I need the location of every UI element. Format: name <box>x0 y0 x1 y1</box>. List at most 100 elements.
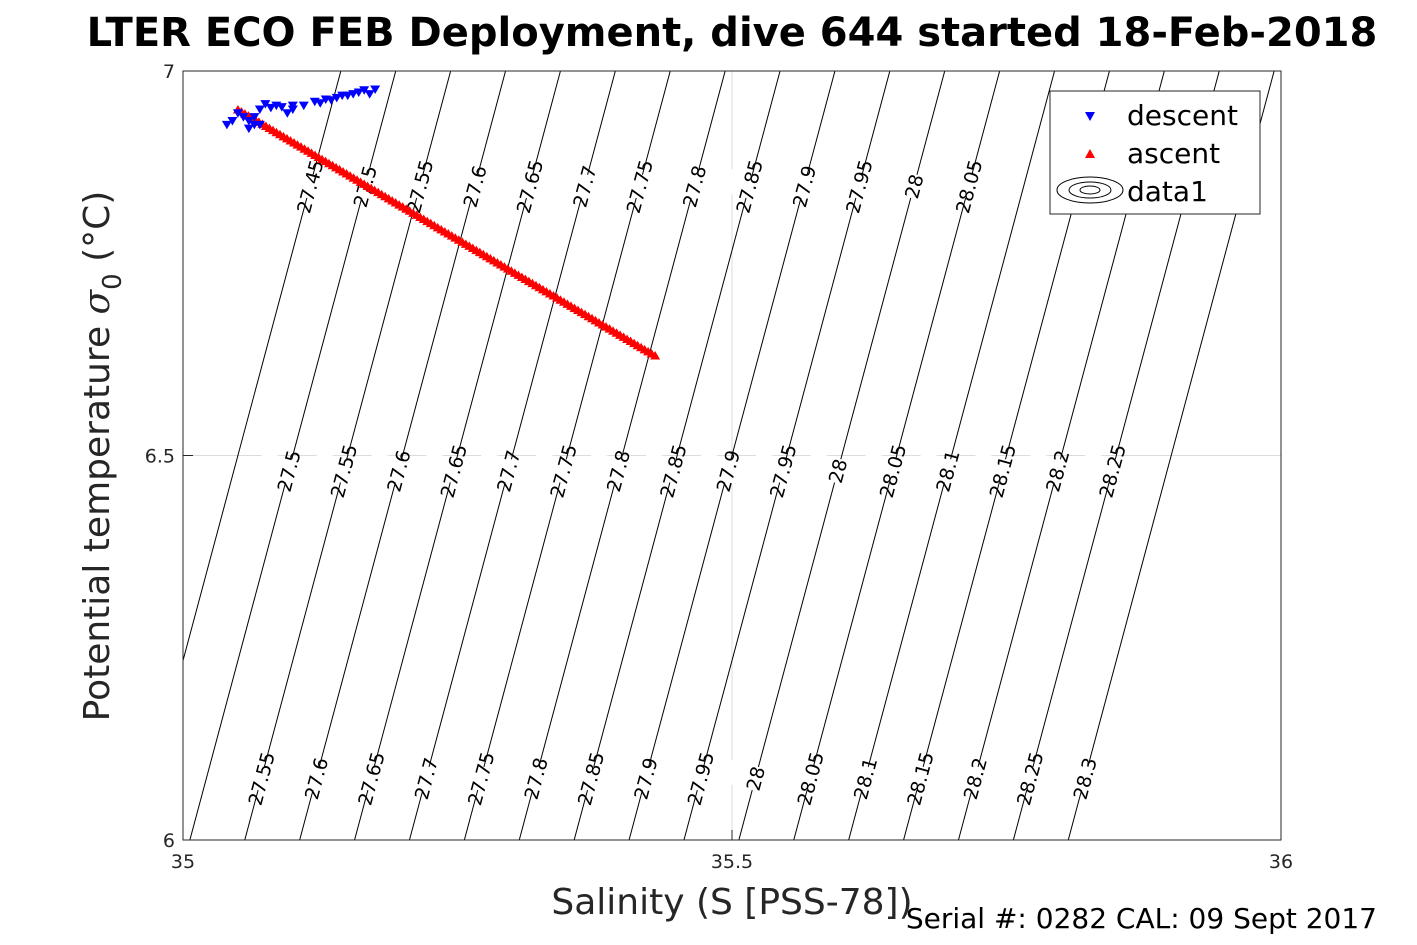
descent-point <box>254 105 265 114</box>
y-axis-label-unit: (°C) <box>77 191 118 274</box>
contour-label-bg <box>277 166 343 206</box>
contour-label-bg <box>997 759 1062 798</box>
descent-point <box>315 99 326 108</box>
contour-label-bg <box>558 759 623 798</box>
y-axis-label-symbol: σ <box>77 288 118 314</box>
contour-label: 27.8 <box>679 163 711 210</box>
contour-label: 27.8 <box>521 755 553 802</box>
contour-label-bg <box>448 759 513 798</box>
y-axis-label-subscript: 0 <box>98 273 128 290</box>
isopycnal-line <box>848 71 1056 840</box>
descent-point <box>326 96 337 105</box>
contour-label: 27.6 <box>301 755 333 802</box>
contour-label: 27.6 <box>383 448 415 495</box>
y-tick-label: 6 <box>163 830 175 852</box>
contour-label-bg <box>942 759 1008 798</box>
contour-label: 27.5 <box>274 448 306 495</box>
contour-label: 27.9 <box>630 755 662 802</box>
descent-point <box>337 91 348 101</box>
isopycnal-line <box>573 71 781 840</box>
descent-point <box>221 120 232 130</box>
contour-label: 27.6 <box>460 163 492 210</box>
contour-label-bg <box>778 759 843 798</box>
contour-label-bg <box>442 166 507 206</box>
isopycnal-line <box>408 71 616 840</box>
contour-label-bg <box>887 759 953 798</box>
contour-label-bg <box>607 166 672 206</box>
contour-label-bg <box>640 451 706 491</box>
contour-label: 28.2 <box>1042 448 1074 495</box>
x-axis-label: Salinity (S [PSS-78]) <box>551 882 912 923</box>
legend-ascent-marker <box>1085 149 1095 158</box>
contour-label-bg <box>311 451 376 491</box>
contour-label-bg <box>668 759 733 798</box>
contour-label-bg <box>1025 451 1090 491</box>
contour-label: 27.9 <box>789 163 821 210</box>
isopycnal-line <box>738 71 946 840</box>
descent-point <box>260 100 271 109</box>
legend-ascent-label: ascent <box>1127 137 1220 170</box>
isopycnal-lines <box>183 71 1275 840</box>
isopycnal-line <box>463 71 671 840</box>
isopycnal-line <box>683 71 891 840</box>
contour-label-bg <box>366 451 431 491</box>
contour-label: 27.7 <box>493 448 525 495</box>
contour-label-bg <box>826 166 892 206</box>
legend-data1-label: data1 <box>1127 175 1208 208</box>
data-layer <box>221 85 661 360</box>
contour-label-bg <box>552 166 617 206</box>
y-tick-label: 6.5 <box>145 446 175 468</box>
x-tick-label: 36 <box>1269 851 1293 873</box>
descent-point <box>287 105 298 114</box>
legend-descent-label: descent <box>1127 99 1238 132</box>
contour-label-bg <box>915 451 980 491</box>
contour-label: 27.7 <box>411 755 443 802</box>
contour-label-bg <box>936 166 1001 206</box>
isopycnal-line <box>628 71 836 840</box>
contour-label-bg <box>229 759 294 798</box>
contour-label-bg <box>970 451 1035 491</box>
descent-point <box>353 88 364 98</box>
contour-label-bg <box>662 166 727 206</box>
isopycnal-layer: 27.4527.527.5527.627.6527.727.7527.827.8… <box>183 71 1275 840</box>
y-axis-label: Potential temperature σ0 (°C) <box>77 191 128 722</box>
contour-label: 28.1 <box>932 448 964 495</box>
contour-label-bg <box>284 759 349 798</box>
y-tick-label: 7 <box>163 61 175 83</box>
contour-label-bg <box>256 451 321 491</box>
contour-label-bg <box>393 759 459 798</box>
isopycnal-line <box>793 71 1001 840</box>
descent-point <box>331 93 342 103</box>
serial-calibration-note: Serial #: 0282 CAL: 09 Sept 2017 <box>906 902 1377 935</box>
descent-point <box>359 86 370 95</box>
descent-point <box>271 101 282 111</box>
contour-label-bg <box>613 759 678 798</box>
y-axis-label-text: Potential temperature <box>77 314 118 721</box>
contour-label-bg <box>695 451 760 491</box>
descent-point <box>265 103 276 113</box>
descent-point <box>243 124 254 134</box>
x-tick-label: 35.5 <box>711 851 753 873</box>
tick-layer: 35 35.5 36 6 6.5 7 <box>145 61 1293 873</box>
descent-point <box>238 113 249 122</box>
descent-point <box>364 90 375 99</box>
descent-point <box>276 103 287 112</box>
x-tick-label: 35 <box>171 851 195 873</box>
isopycnal-line <box>354 71 561 840</box>
contour-label-bg <box>717 166 782 206</box>
legend-contour-icon <box>1056 176 1124 204</box>
contour-label: 27.7 <box>569 163 601 210</box>
legend: descent ascent data1 <box>1049 90 1261 215</box>
contour-label: 27.8 <box>603 448 635 495</box>
contour-label-bg <box>805 451 870 491</box>
isopycnal-line <box>183 71 342 663</box>
contour-label-bg <box>387 166 452 206</box>
contour-label: 27.9 <box>713 448 745 495</box>
contour-label-bg <box>338 759 404 798</box>
descent-point <box>348 90 359 99</box>
contour-label: 28.2 <box>960 755 992 802</box>
contour-label: 28.1 <box>850 755 882 802</box>
isopycnal-line <box>518 71 726 840</box>
